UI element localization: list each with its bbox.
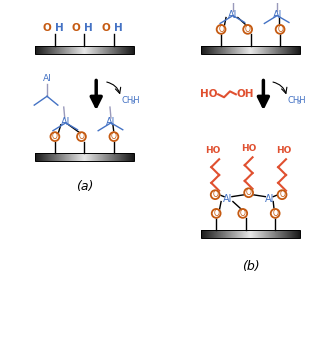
Text: Al: Al <box>265 194 274 204</box>
Text: O: O <box>272 209 278 218</box>
Text: HO: HO <box>200 89 217 99</box>
Text: O: O <box>101 23 110 33</box>
Circle shape <box>217 25 225 34</box>
Circle shape <box>51 132 59 141</box>
Text: CHH: CHH <box>288 96 307 105</box>
Bar <box>201 230 300 238</box>
Text: (b): (b) <box>242 260 259 273</box>
Text: 3: 3 <box>131 100 135 105</box>
Text: O: O <box>246 188 252 197</box>
Text: O: O <box>213 209 219 218</box>
Bar <box>35 46 134 54</box>
Text: O: O <box>245 25 251 34</box>
Circle shape <box>212 209 221 218</box>
Text: Al: Al <box>228 9 238 20</box>
Text: CHH: CHH <box>122 96 140 105</box>
Text: O: O <box>240 209 246 218</box>
Text: O: O <box>72 23 80 33</box>
Text: O: O <box>111 132 117 141</box>
Text: H: H <box>114 23 123 33</box>
Text: H: H <box>55 23 64 33</box>
Text: HO: HO <box>241 144 256 153</box>
Circle shape <box>110 132 118 141</box>
Circle shape <box>278 190 286 199</box>
Text: H: H <box>84 23 93 33</box>
Text: O: O <box>218 25 224 34</box>
Text: Al: Al <box>61 117 70 127</box>
Circle shape <box>238 209 247 218</box>
Circle shape <box>244 188 253 197</box>
Text: O: O <box>78 132 84 141</box>
Circle shape <box>276 25 284 34</box>
Text: O: O <box>279 190 285 199</box>
Text: (a): (a) <box>76 180 93 193</box>
Text: Al: Al <box>272 9 282 20</box>
Text: Al: Al <box>106 117 116 127</box>
Text: O: O <box>212 190 218 199</box>
Circle shape <box>211 190 220 199</box>
Circle shape <box>77 132 86 141</box>
Circle shape <box>271 209 280 218</box>
Circle shape <box>243 25 252 34</box>
Bar <box>201 46 300 54</box>
Bar <box>35 153 134 161</box>
Text: HO: HO <box>276 146 292 155</box>
Text: O: O <box>277 25 283 34</box>
Text: Al: Al <box>223 194 233 204</box>
Text: O: O <box>42 23 51 33</box>
Text: O: O <box>52 132 58 141</box>
Text: Al: Al <box>43 75 51 84</box>
Text: HO: HO <box>206 146 221 155</box>
Text: 3: 3 <box>297 100 301 105</box>
Text: OH: OH <box>237 89 254 99</box>
